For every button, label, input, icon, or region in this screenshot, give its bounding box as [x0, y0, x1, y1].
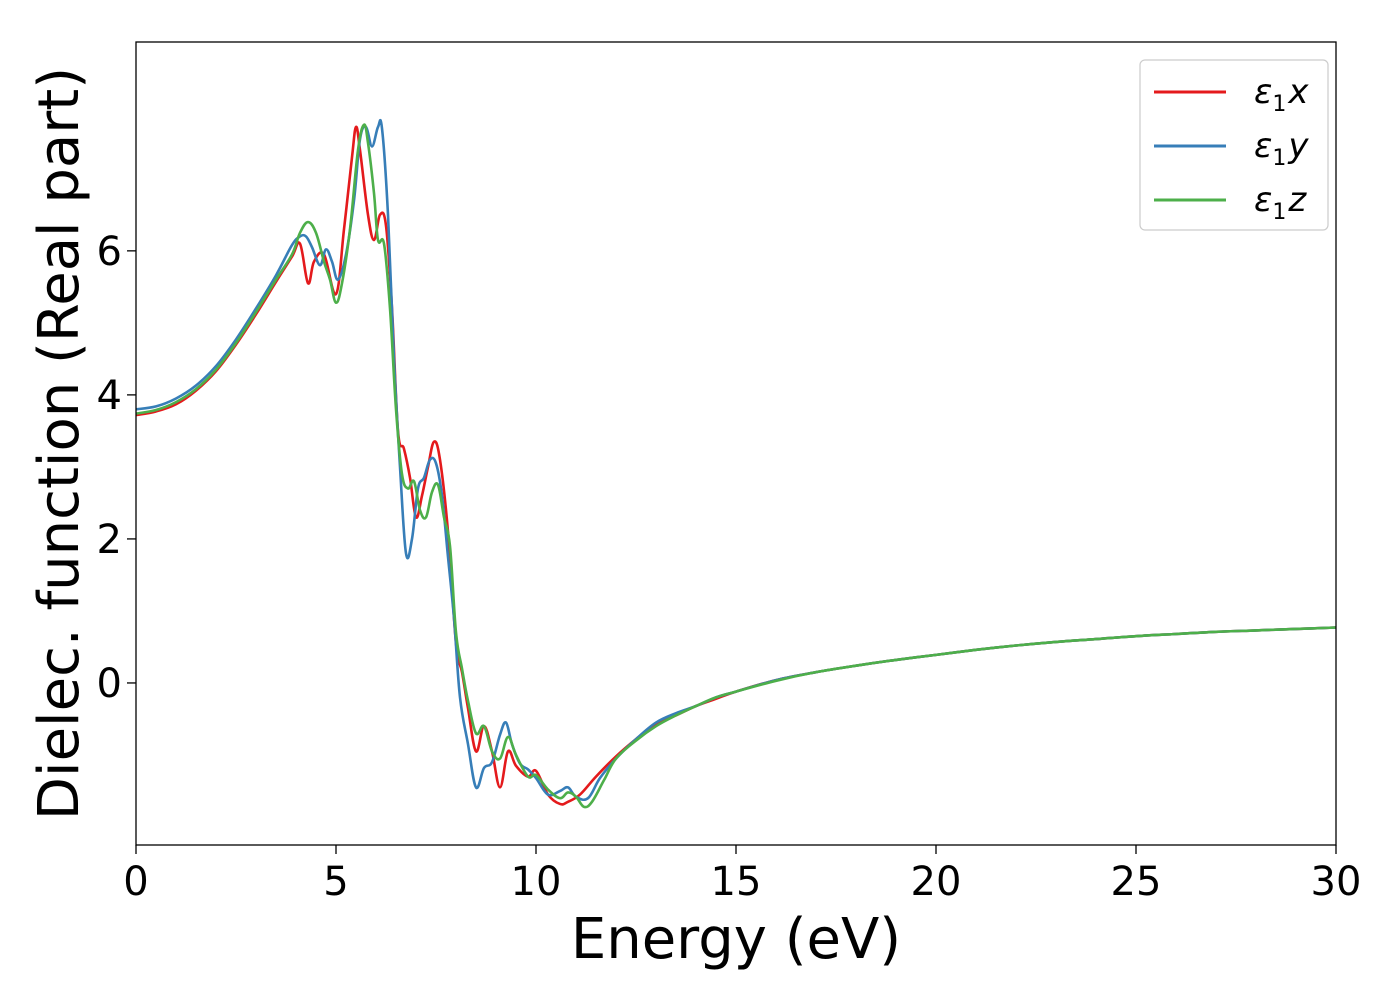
- x-tick-label: 15: [711, 859, 762, 905]
- x-tick-label: 0: [123, 859, 148, 905]
- x-tick-label: 20: [911, 859, 962, 905]
- y-tick-label: 4: [97, 373, 122, 419]
- series-line-z: [135, 123, 1337, 809]
- x-axis-label: Energy (eV): [571, 907, 901, 972]
- legend-label-z: ε1z: [1254, 180, 1307, 225]
- legend: ε1x ε1y ε1z: [1139, 59, 1329, 231]
- legend-label-x: ε1x: [1254, 72, 1309, 117]
- legend-box: [1139, 59, 1329, 231]
- x-tick-label: 25: [1111, 859, 1162, 905]
- y-tick-label: 0: [97, 661, 122, 707]
- series-layer: [135, 118, 1337, 809]
- x-tick-label: 10: [511, 859, 562, 905]
- y-axis: 0 2 4 6: [97, 229, 136, 707]
- x-tick-label: 5: [323, 859, 348, 905]
- y-axis-label: Dielec. function (Real part): [27, 67, 92, 820]
- x-tick-label: 30: [1311, 859, 1362, 905]
- y-tick-label: 2: [97, 517, 122, 563]
- legend-label-y: ε1y: [1254, 126, 1309, 171]
- y-tick-label: 6: [97, 229, 122, 275]
- x-axis: 0 5 10 15 20 25 30: [123, 845, 1361, 905]
- plot-background: [136, 42, 1336, 845]
